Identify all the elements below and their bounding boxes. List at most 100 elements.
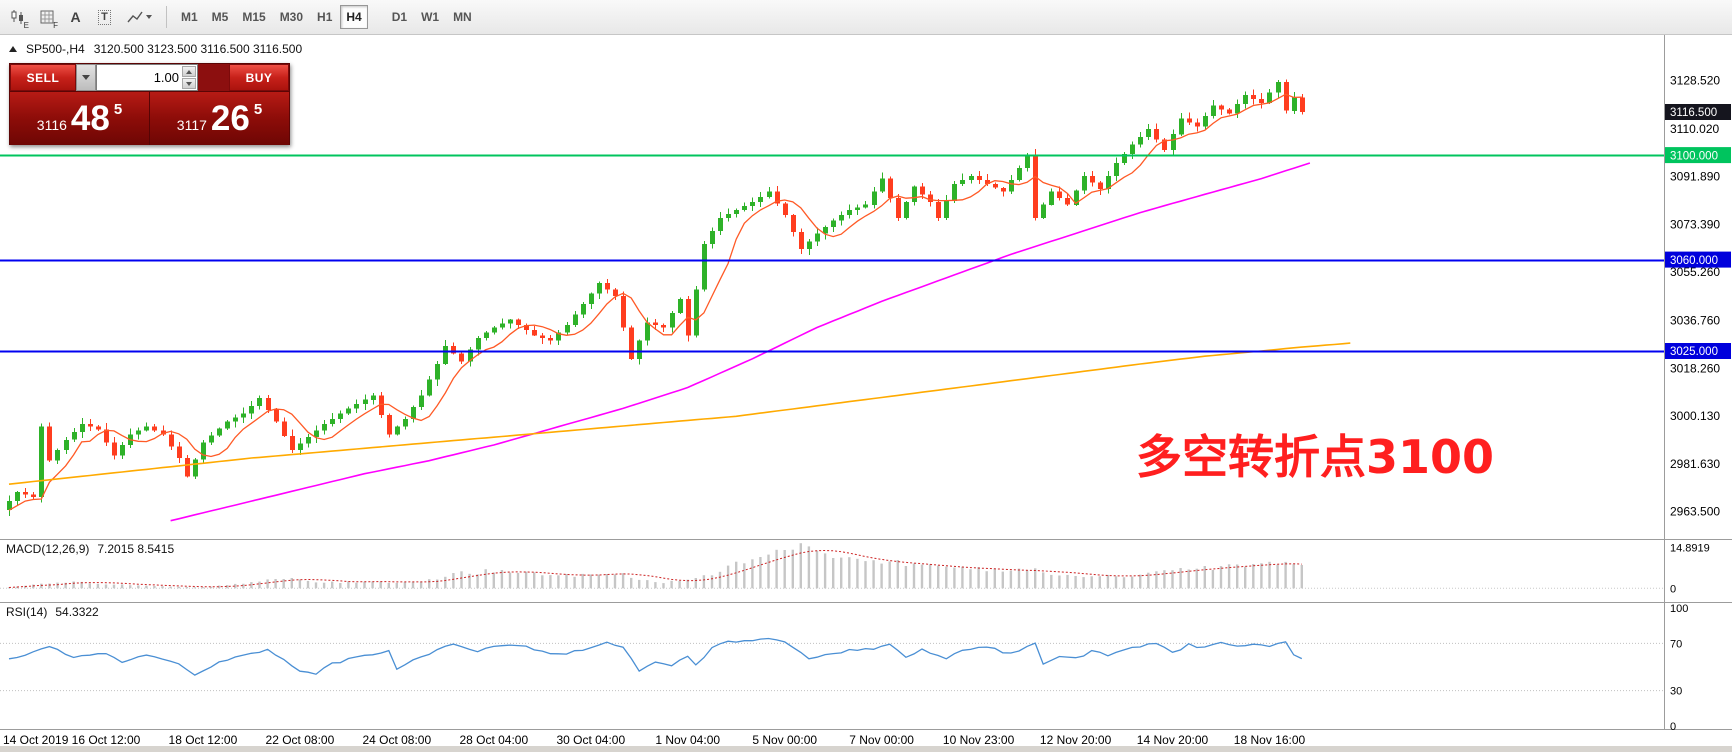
insert-text-button[interactable]: A — [62, 4, 89, 31]
horizontal-lines — [0, 154, 1664, 353]
timeframe-button-h1[interactable]: H1 — [311, 5, 338, 29]
chart-mode-button[interactable]: E — [4, 4, 31, 31]
price-tick-label: 3091.890 — [1670, 169, 1720, 183]
price-badge-label: 3100.000 — [1670, 150, 1718, 162]
timeframe-button-m15[interactable]: M15 — [236, 5, 271, 29]
time-axis-label: 10 Nov 23:00 — [943, 733, 1015, 747]
macd-name: MACD(12,26,9) — [6, 542, 90, 556]
volume-decrease-button[interactable] — [182, 78, 196, 89]
chevron-down-icon — [145, 15, 152, 19]
macd-indicator-label: MACD(12,26,9) 7.2015 8.5415 — [6, 542, 174, 556]
letter-t-icon: T — [98, 9, 111, 25]
ma-slow-line — [8, 342, 1351, 485]
grid-button[interactable]: F — [33, 4, 60, 31]
chart-mode-sub-label: E — [23, 20, 29, 30]
symbol-period-label: SP500-,H4 — [26, 42, 85, 56]
toolbar: E F A T M1 M5 M15 M30 H1 H4 D1 W1 MN — [0, 0, 1732, 35]
candlestick-chart-icon — [11, 10, 23, 24]
macd-max-label: 14.8919 — [1670, 543, 1710, 555]
time-axis-label: 16 Oct 12:00 — [72, 733, 141, 747]
price-tick-label: 3128.520 — [1670, 74, 1720, 88]
grid-sub-label: F — [53, 20, 58, 30]
timeframe-button-m5[interactable]: M5 — [206, 5, 235, 29]
toolbar-separator — [166, 6, 167, 28]
price-tick-label: 3110.020 — [1670, 122, 1719, 136]
price-badge-hline-3025 — [1665, 343, 1731, 359]
volume-input[interactable] — [97, 65, 197, 90]
sell-price-prefix: 3116 — [36, 116, 67, 133]
rsi-level-label: 70 — [1670, 638, 1682, 650]
chart-header: SP500-,H4 3120.500 3123.500 3116.500 311… — [9, 42, 302, 56]
price-tick-label: 3036.760 — [1670, 313, 1720, 327]
time-axis-label: 12 Nov 20:00 — [1040, 733, 1112, 747]
price-badge-current-price — [1665, 104, 1731, 120]
price-badge-hline-3060 — [1665, 251, 1731, 268]
time-axis-label: 28 Oct 04:00 — [459, 733, 528, 747]
sell-button[interactable]: SELL — [10, 64, 76, 91]
buy-price-big: 26 — [210, 99, 250, 138]
timeframe-button-h4[interactable]: H4 — [340, 5, 368, 29]
one-click-trading-panel: SELL BUY 3116 48 5 3117 26 5 — [9, 63, 290, 145]
timeframe-button-d1[interactable]: D1 — [386, 5, 413, 29]
rsi-name: RSI(14) — [6, 605, 48, 619]
sell-price-sup: 5 — [113, 101, 123, 118]
ohlc-values-label: 3120.500 3123.500 3116.500 3116.500 — [93, 42, 303, 56]
volume-increase-button[interactable] — [182, 66, 196, 77]
timeframe-button-mn[interactable]: MN — [447, 5, 478, 29]
sell-price-big: 48 — [70, 99, 110, 138]
macd-values: 7.2015 8.5415 — [97, 542, 175, 556]
timeframe-button-m1[interactable]: M1 — [175, 5, 204, 29]
trade-panel-controls-row: SELL BUY — [10, 64, 289, 91]
price-badge-label: 3025.000 — [1670, 346, 1718, 358]
macd-histogram — [7, 543, 1304, 589]
buy-price-display[interactable]: 3117 26 5 — [149, 92, 289, 145]
rsi-level-label: 30 — [1670, 686, 1682, 698]
horizontal-scrollbar[interactable] — [0, 746, 1732, 752]
buy-price-sup: 5 — [253, 101, 263, 118]
up-arrow-icon — [186, 69, 192, 74]
buy-button[interactable]: BUY — [229, 64, 289, 91]
timeframe-button-group: M1 M5 M15 M30 H1 H4 D1 W1 MN — [175, 5, 478, 29]
price-badge-label: 3116.500 — [1670, 107, 1717, 119]
timeframe-button-w1[interactable]: W1 — [415, 5, 445, 29]
time-axis-label: 18 Nov 16:00 — [1234, 733, 1306, 747]
down-arrow-icon — [186, 81, 192, 86]
time-axis: 14 Oct 2019 16 Oct 12:00 18 Oct 12:00 22 Oc… — [3, 733, 1306, 747]
chart-annotation-text: 多空转折点3100 — [1136, 430, 1495, 484]
timeframe-button-m30[interactable]: M30 — [274, 5, 309, 29]
macd-zero-label: 0 — [1670, 583, 1676, 595]
time-axis-label: 18 Oct 12:00 — [169, 733, 238, 747]
time-axis-label: 22 Oct 08:00 — [266, 733, 335, 747]
volume-spinner — [182, 66, 196, 89]
price-tick-label: 3055.260 — [1670, 265, 1720, 279]
ma-fast-line — [8, 93, 1302, 511]
rsi-level-label: 100 — [1670, 603, 1688, 615]
drawing-tool-button[interactable] — [120, 4, 158, 31]
text-label-button[interactable]: T — [91, 4, 118, 31]
rsi-line — [8, 637, 1303, 676]
chevron-down-icon — [82, 75, 90, 80]
ma-mid-line — [170, 162, 1311, 522]
rsi-level-label: 0 — [1670, 721, 1676, 733]
time-axis-label: 14 Nov 20:00 — [1137, 733, 1209, 747]
price-tick-label: 3000.130 — [1670, 409, 1720, 423]
order-type-dropdown-button[interactable] — [76, 64, 96, 91]
macd-signal-line — [8, 549, 1302, 588]
time-axis-label: 5 Nov 00:00 — [752, 733, 817, 747]
price-tick-label: 2963.500 — [1670, 505, 1720, 519]
price-axis: 3128.520 3110.020 3091.890 3073.390 3055.260… — [1665, 74, 1731, 519]
sell-price-display[interactable]: 3116 48 5 — [10, 92, 149, 145]
time-axis-label: 24 Oct 08:00 — [362, 733, 431, 747]
candlestick-series — [7, 79, 1305, 517]
price-tick-label: 3073.390 — [1670, 218, 1720, 232]
time-axis-label: 14 Oct 2019 — [3, 733, 69, 747]
moving-averages — [8, 93, 1351, 522]
letter-a-icon: A — [70, 9, 81, 25]
rsi-value: 54.3322 — [55, 605, 99, 619]
rsi-indicator-label: RSI(14) 54.3322 — [6, 605, 99, 619]
time-axis-label: 30 Oct 04:00 — [556, 733, 625, 747]
chart-marker-icon — [9, 46, 17, 52]
grid-icon — [40, 10, 53, 24]
